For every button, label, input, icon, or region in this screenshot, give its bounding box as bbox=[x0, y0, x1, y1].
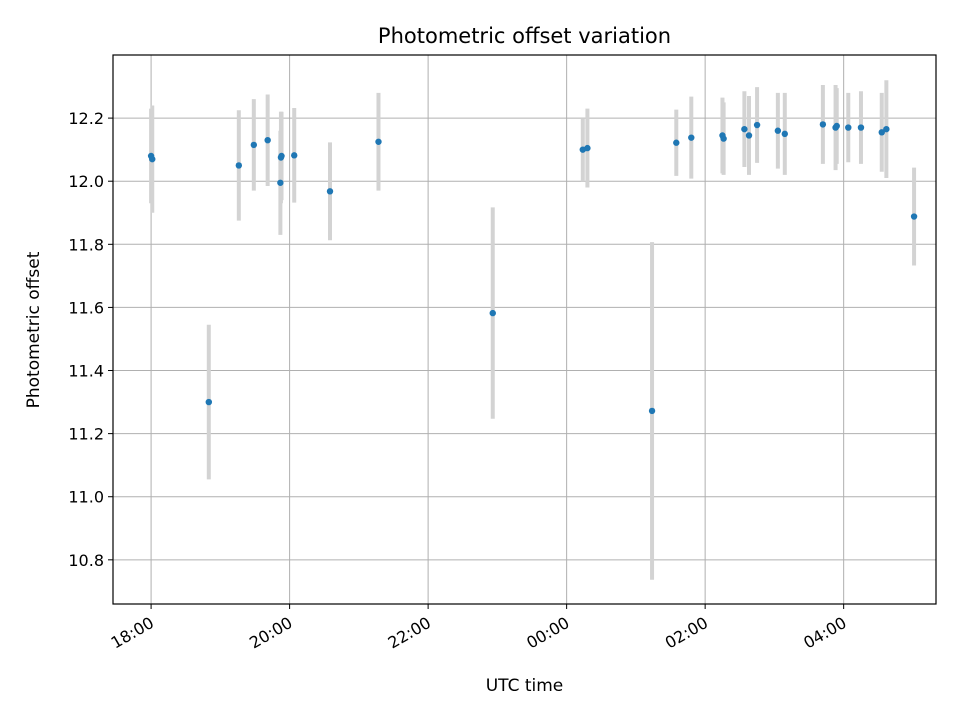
data-point bbox=[774, 127, 782, 134]
grid-lines bbox=[113, 55, 936, 604]
y-tick-label: 11.4 bbox=[68, 362, 104, 381]
y-tick-label: 12.2 bbox=[68, 109, 104, 128]
data-point bbox=[845, 124, 852, 131]
data-point bbox=[688, 134, 695, 141]
data-point bbox=[819, 121, 827, 128]
plot-frame bbox=[112, 54, 937, 605]
data-point bbox=[857, 124, 865, 131]
data-point bbox=[720, 135, 727, 142]
data-point bbox=[250, 141, 258, 149]
data-point bbox=[883, 125, 890, 133]
data-point bbox=[278, 152, 285, 160]
data-point bbox=[753, 121, 761, 129]
data-point bbox=[878, 129, 885, 136]
y-tick-label: 10.8 bbox=[68, 551, 104, 570]
data-point bbox=[291, 152, 298, 159]
data-point bbox=[489, 309, 496, 317]
y-tick-label: 11.8 bbox=[68, 235, 104, 254]
y-tick-label: 11.6 bbox=[68, 298, 104, 317]
data-point bbox=[584, 144, 591, 152]
data-points bbox=[147, 121, 918, 415]
y-axis-label: Photometric offset bbox=[24, 251, 44, 408]
data-point bbox=[375, 138, 382, 145]
data-point bbox=[648, 407, 656, 415]
data-point bbox=[149, 155, 156, 163]
data-point bbox=[326, 188, 334, 195]
y-axis: 10.8 11.0 11.2 11.4 11.6 11.8 12.0 12.2 bbox=[68, 109, 113, 570]
data-point bbox=[741, 125, 748, 133]
x-axis-label: UTC time bbox=[486, 676, 564, 696]
data-point bbox=[235, 162, 243, 169]
chart-title: Photometric offset variation bbox=[378, 24, 671, 48]
data-point bbox=[277, 179, 284, 186]
data-point bbox=[745, 132, 753, 139]
data-point bbox=[833, 122, 840, 130]
data-point bbox=[264, 136, 271, 144]
data-point bbox=[910, 213, 918, 220]
y-tick-label: 11.2 bbox=[68, 425, 104, 444]
data-point bbox=[205, 398, 213, 406]
y-tick-label: 11.0 bbox=[68, 488, 104, 507]
y-tick-label: 12.0 bbox=[68, 172, 104, 191]
data-point bbox=[781, 130, 788, 138]
data-point bbox=[673, 139, 680, 146]
